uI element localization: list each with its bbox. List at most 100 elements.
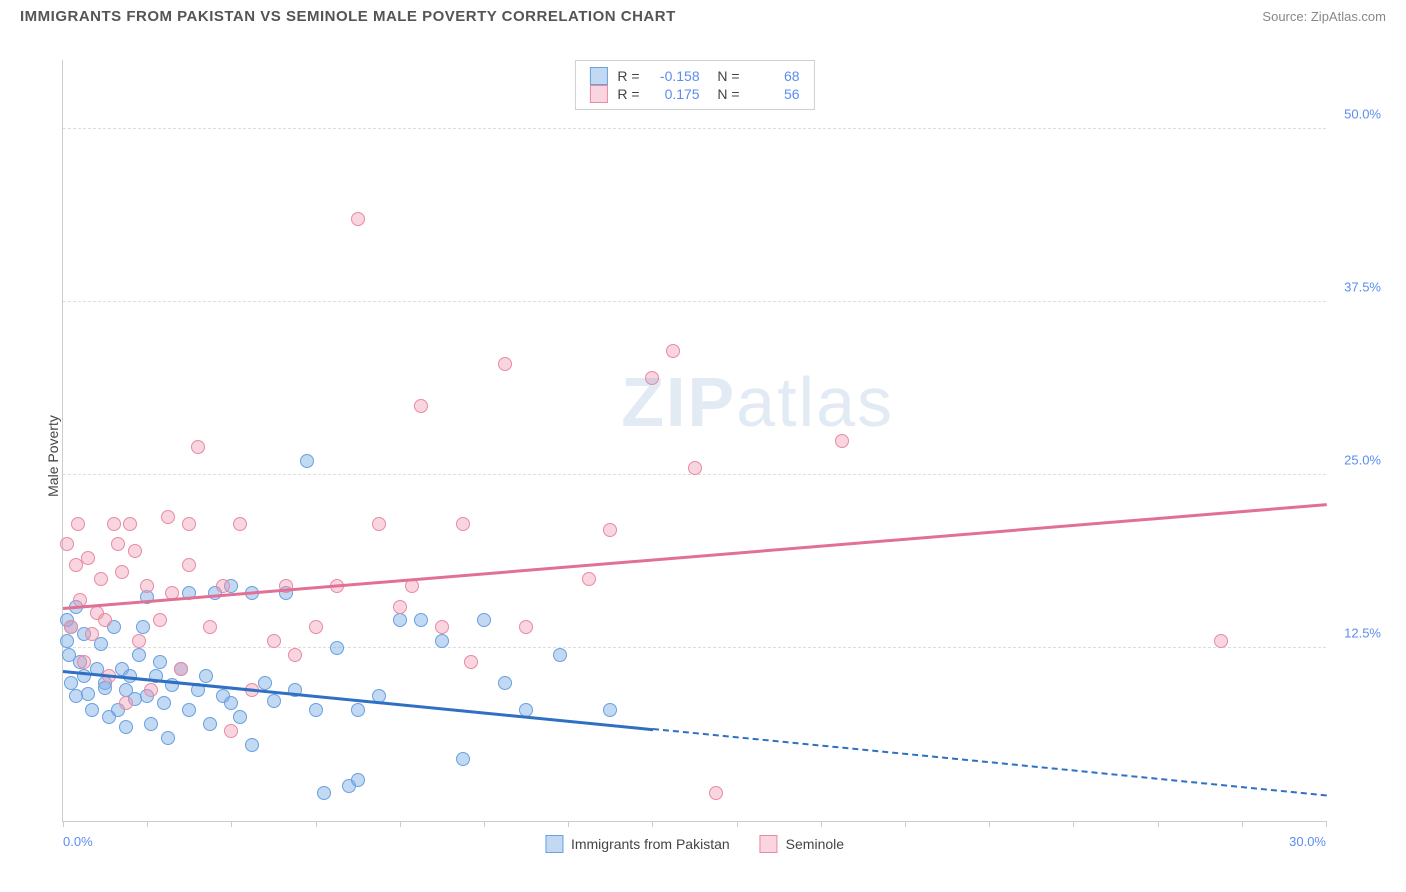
data-point [267, 694, 281, 708]
data-point [140, 689, 154, 703]
chart-title: IMMIGRANTS FROM PAKISTAN VS SEMINOLE MAL… [20, 8, 676, 25]
data-point [372, 517, 386, 531]
trend-line [63, 503, 1327, 609]
data-point [191, 683, 205, 697]
data-point [123, 669, 137, 683]
data-point [414, 613, 428, 627]
data-point [165, 678, 179, 692]
gridline-h [63, 474, 1326, 475]
data-point [456, 517, 470, 531]
data-point [351, 703, 365, 717]
data-point [62, 648, 76, 662]
data-point [81, 687, 95, 701]
data-point [60, 613, 74, 627]
data-point [1214, 634, 1228, 648]
data-point [161, 510, 175, 524]
x-tick [568, 821, 569, 827]
data-point [132, 634, 146, 648]
data-point [435, 634, 449, 648]
data-point [224, 696, 238, 710]
data-point [119, 720, 133, 734]
data-point [119, 683, 133, 697]
data-point [77, 655, 91, 669]
x-tick [63, 821, 64, 827]
data-point [245, 683, 259, 697]
legend-series-name: Seminole [786, 836, 844, 852]
data-point [351, 212, 365, 226]
data-point [309, 703, 323, 717]
source-credit: Source: ZipAtlas.com [1262, 9, 1386, 24]
data-point [317, 786, 331, 800]
x-tick [652, 821, 653, 827]
data-point [666, 344, 680, 358]
legend-item: Immigrants from Pakistan [545, 835, 730, 853]
data-point [157, 696, 171, 710]
data-point [330, 641, 344, 655]
data-point [153, 613, 167, 627]
data-point [123, 517, 137, 531]
x-tick [1242, 821, 1243, 827]
trend-line-dashed [653, 728, 1327, 796]
data-point [203, 717, 217, 731]
trend-line [63, 670, 653, 731]
data-point [464, 655, 478, 669]
legend-item: Seminole [760, 835, 844, 853]
data-point [69, 558, 83, 572]
data-point [519, 620, 533, 634]
data-point [90, 662, 104, 676]
data-point [709, 786, 723, 800]
x-tick [400, 821, 401, 827]
data-point [300, 454, 314, 468]
data-point [182, 517, 196, 531]
data-point [107, 517, 121, 531]
source-link[interactable]: ZipAtlas.com [1311, 9, 1386, 24]
data-point [393, 613, 407, 627]
x-tick [316, 821, 317, 827]
data-point [149, 669, 163, 683]
data-point [498, 676, 512, 690]
data-point [140, 579, 154, 593]
data-point [645, 371, 659, 385]
y-tick-label: 50.0% [1344, 107, 1381, 122]
legend-swatch [589, 85, 607, 103]
legend-r-label: R = [617, 68, 639, 84]
data-point [64, 620, 78, 634]
x-tick [737, 821, 738, 827]
gridline-h [63, 647, 1326, 648]
data-point [60, 537, 74, 551]
legend-n-value: 68 [750, 68, 800, 84]
data-point [191, 440, 205, 454]
data-point [603, 703, 617, 717]
plot-area: ZIPatlas R =-0.158 N =68R =0.175 N =56 I… [62, 60, 1326, 822]
data-point [161, 731, 175, 745]
data-point [224, 579, 238, 593]
data-point [98, 613, 112, 627]
data-point [60, 634, 74, 648]
data-point [98, 681, 112, 695]
legend-swatch [545, 835, 563, 853]
data-point [69, 689, 83, 703]
data-point [94, 637, 108, 651]
legend-swatch [760, 835, 778, 853]
data-point [115, 565, 129, 579]
legend-series-name: Immigrants from Pakistan [571, 836, 730, 852]
data-point [393, 600, 407, 614]
data-point [456, 752, 470, 766]
x-tick [905, 821, 906, 827]
data-point [85, 627, 99, 641]
data-point [144, 717, 158, 731]
data-point [64, 676, 78, 690]
legend-r-value: 0.175 [650, 86, 700, 102]
data-point [128, 692, 142, 706]
data-point [405, 579, 419, 593]
data-point [216, 579, 230, 593]
data-point [835, 434, 849, 448]
data-point [174, 662, 188, 676]
legend-n-value: 56 [750, 86, 800, 102]
legend-n-label: N = [710, 86, 740, 102]
data-point [553, 648, 567, 662]
x-tick [231, 821, 232, 827]
chart-container: Male Poverty ZIPatlas R =-0.158 N =68R =… [20, 40, 1386, 872]
data-point [165, 586, 179, 600]
data-point [85, 703, 99, 717]
